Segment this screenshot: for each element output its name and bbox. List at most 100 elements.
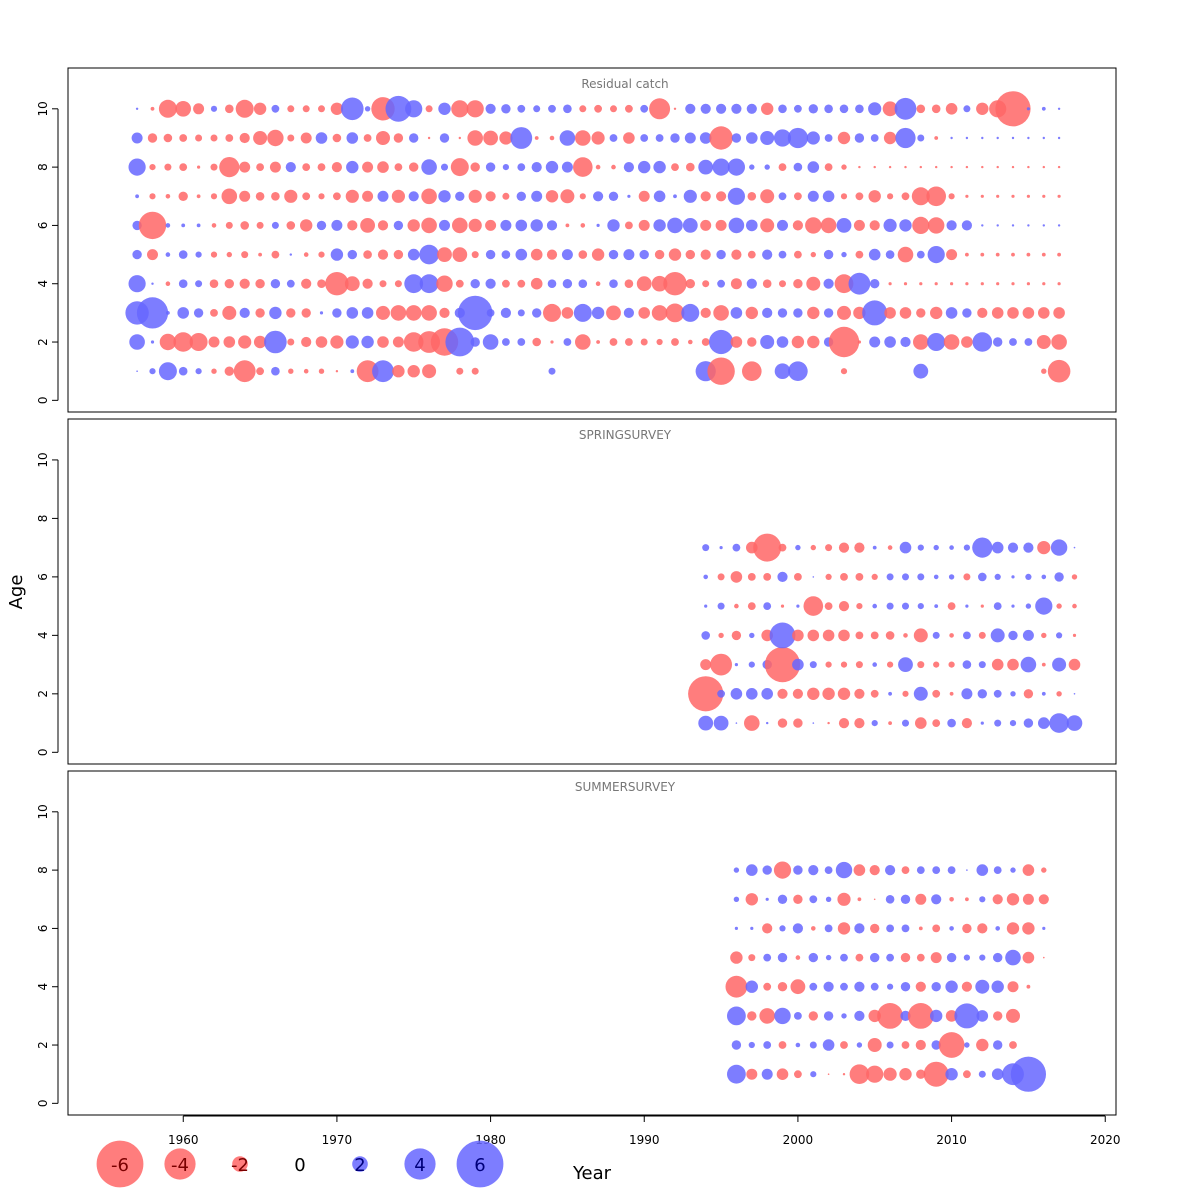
negative-residual-bubble [730, 278, 742, 290]
negative-residual-bubble [575, 334, 591, 350]
negative-residual-bubble [996, 194, 1000, 198]
negative-residual-bubble [1027, 165, 1030, 169]
positive-residual-bubble [623, 249, 635, 261]
negative-residual-bubble [239, 190, 251, 202]
positive-residual-bubble [561, 249, 573, 261]
negative-residual-bubble [591, 131, 605, 145]
negative-residual-bubble [407, 219, 420, 232]
y-axis: 0 2 4 6 8 10 [36, 101, 59, 404]
negative-residual-bubble [688, 676, 724, 712]
negative-residual-bubble [773, 861, 792, 879]
negative-residual-bubble [811, 926, 816, 931]
negative-residual-bubble [485, 191, 496, 202]
positive-residual-bubble [778, 250, 787, 259]
positive-residual-bubble [640, 104, 649, 113]
negative-residual-bubble [224, 279, 234, 289]
positive-residual-bubble [181, 223, 186, 228]
negative-residual-bubble [857, 897, 862, 902]
negative-residual-bubble [977, 923, 988, 934]
negative-residual-bubble [1043, 956, 1045, 959]
negative-residual-bubble [742, 361, 762, 382]
positive-residual-bubble [885, 250, 895, 259]
negative-residual-bubble [991, 658, 1004, 671]
negative-residual-bubble [792, 629, 804, 642]
negative-residual-bubble [209, 279, 219, 289]
positive-residual-bubble [760, 131, 775, 145]
negative-residual-bubble [394, 163, 403, 172]
positive-residual-bubble [779, 925, 786, 932]
positive-residual-bubble [900, 336, 911, 348]
y-tick-label: 6 [36, 222, 50, 230]
positive-residual-bubble [638, 160, 651, 174]
panel-1: Residual catch 0 2 4 6 8 10 [36, 67, 1117, 413]
positive-residual-bubble [377, 190, 389, 202]
negative-residual-bubble [210, 251, 218, 258]
negative-residual-bubble [332, 133, 342, 143]
positive-residual-bubble [787, 127, 809, 149]
negative-residual-bubble [961, 981, 973, 992]
negative-residual-bubble [159, 333, 177, 351]
negative-residual-bubble [747, 573, 756, 581]
positive-residual-bubble [777, 308, 788, 318]
positive-residual-bubble [405, 100, 423, 118]
positive-residual-bubble [165, 252, 171, 257]
negative-residual-bubble [931, 104, 941, 114]
positive-residual-bubble [717, 279, 725, 288]
positive-residual-bubble [746, 278, 757, 289]
negative-residual-bubble [882, 101, 898, 117]
y-tick-label: 2 [36, 690, 50, 698]
negative-residual-bubble [943, 334, 960, 350]
negative-residual-bubble [745, 306, 758, 320]
positive-residual-bubble [609, 134, 618, 142]
negative-residual-bubble [256, 221, 264, 229]
positive-residual-bubble [749, 164, 755, 170]
positive-residual-bubble [888, 691, 892, 696]
negative-residual-bubble [949, 691, 954, 696]
negative-residual-bubble [855, 250, 864, 259]
negative-residual-bubble [377, 249, 389, 260]
positive-residual-bubble [895, 127, 916, 149]
negative-residual-bubble [715, 219, 727, 231]
positive-residual-bubble [954, 1003, 980, 1029]
negative-residual-bubble [561, 307, 574, 319]
y-tick-label: 4 [36, 280, 50, 288]
negative-residual-bubble [594, 104, 602, 113]
negative-residual-bubble [546, 249, 558, 260]
positive-residual-bubble [763, 1041, 772, 1049]
legend-bubble [164, 1148, 196, 1180]
positive-residual-bubble [482, 334, 499, 350]
positive-residual-bubble [774, 363, 791, 380]
positive-residual-bubble [812, 722, 815, 724]
negative-residual-bubble [1047, 359, 1071, 383]
positive-residual-bubble [685, 103, 696, 114]
positive-residual-bubble [854, 981, 865, 992]
negative-residual-bubble [579, 105, 587, 113]
positive-residual-bubble [532, 308, 542, 318]
negative-residual-bubble [700, 191, 711, 202]
negative-residual-bubble [596, 340, 600, 344]
negative-residual-bubble [887, 545, 893, 550]
positive-residual-bubble [131, 132, 143, 144]
negative-residual-bubble [235, 99, 254, 118]
negative-residual-bubble [300, 219, 313, 232]
positive-residual-bubble [439, 219, 450, 231]
bubbles [688, 533, 1083, 733]
negative-residual-bubble [467, 130, 484, 146]
negative-residual-bubble [223, 336, 236, 348]
positive-residual-bubble [871, 720, 878, 727]
negative-residual-bubble [219, 157, 240, 178]
negative-residual-bubble [239, 161, 251, 173]
negative-residual-bubble [965, 282, 969, 286]
legend-bubble [456, 1140, 504, 1188]
positive-residual-bubble [961, 688, 973, 700]
negative-residual-bubble [777, 718, 788, 728]
positive-residual-bubble [769, 622, 796, 649]
positive-residual-bubble [486, 309, 495, 317]
positive-residual-bubble [135, 107, 139, 111]
positive-residual-bubble [510, 127, 533, 149]
positive-residual-bubble [286, 279, 295, 288]
positive-residual-bubble [862, 300, 888, 326]
positive-residual-bubble [361, 335, 374, 349]
negative-residual-bubble [362, 278, 373, 289]
positive-residual-bubble [990, 628, 1005, 643]
